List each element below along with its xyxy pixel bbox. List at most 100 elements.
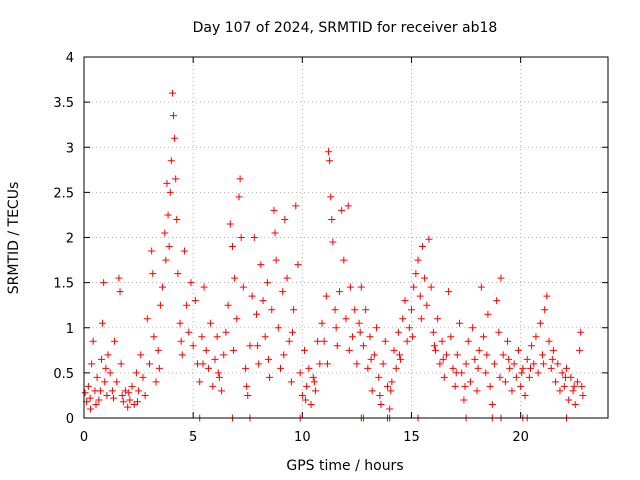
x-tick-label: 15 bbox=[403, 430, 420, 445]
y-tick-label: 3.5 bbox=[53, 96, 74, 111]
data-point bbox=[168, 89, 176, 97]
data-point bbox=[462, 360, 470, 368]
data-point bbox=[104, 351, 112, 359]
data-point bbox=[183, 301, 191, 309]
data-point bbox=[196, 378, 204, 386]
data-point bbox=[248, 292, 256, 300]
data-point bbox=[261, 333, 269, 341]
data-point bbox=[174, 270, 182, 278]
data-point bbox=[233, 315, 241, 323]
data-point bbox=[279, 288, 287, 296]
data-point bbox=[523, 355, 531, 363]
data-point bbox=[499, 351, 507, 359]
data-point bbox=[399, 315, 407, 323]
data-point bbox=[442, 351, 450, 359]
data-point bbox=[215, 373, 223, 381]
data-point bbox=[222, 328, 230, 336]
data-point bbox=[474, 364, 482, 372]
data-point bbox=[438, 337, 446, 345]
data-point bbox=[298, 391, 306, 399]
data-point bbox=[152, 378, 160, 386]
data-point bbox=[417, 315, 425, 323]
data-point bbox=[423, 301, 431, 309]
data-point bbox=[510, 360, 518, 368]
data-point bbox=[255, 360, 263, 368]
data-point bbox=[228, 243, 236, 251]
data-point bbox=[214, 369, 222, 377]
data-point bbox=[187, 279, 195, 287]
data-point bbox=[434, 315, 442, 323]
y-tick-label: 2 bbox=[66, 232, 74, 247]
data-point bbox=[540, 360, 548, 368]
data-point bbox=[86, 394, 94, 402]
data-point bbox=[493, 297, 501, 305]
data-point bbox=[163, 179, 171, 187]
data-point bbox=[560, 382, 568, 390]
data-point bbox=[109, 394, 117, 402]
data-point bbox=[536, 319, 544, 327]
data-point bbox=[239, 283, 247, 291]
data-point bbox=[541, 306, 549, 314]
data-point bbox=[397, 355, 405, 363]
data-point bbox=[167, 157, 175, 165]
data-point bbox=[178, 351, 186, 359]
data-point bbox=[101, 378, 109, 386]
data-point bbox=[504, 337, 512, 345]
data-point bbox=[370, 351, 378, 359]
data-point bbox=[429, 328, 437, 336]
data-point bbox=[427, 283, 435, 291]
y-tick-label: 0 bbox=[66, 412, 74, 427]
data-point bbox=[517, 382, 525, 390]
data-point bbox=[386, 405, 394, 413]
data-point bbox=[149, 270, 157, 278]
data-point bbox=[456, 319, 464, 327]
data-point bbox=[128, 382, 136, 390]
data-point bbox=[189, 342, 197, 350]
data-point bbox=[266, 373, 274, 381]
data-point bbox=[143, 315, 151, 323]
data-point bbox=[331, 306, 339, 314]
data-point bbox=[166, 188, 174, 196]
data-point bbox=[392, 364, 400, 372]
data-point bbox=[305, 364, 313, 372]
data-point bbox=[111, 337, 119, 345]
data-point bbox=[119, 398, 127, 406]
data-point bbox=[421, 274, 429, 282]
data-point bbox=[355, 319, 363, 327]
data-point bbox=[204, 364, 212, 372]
data-point bbox=[439, 355, 447, 363]
data-point bbox=[447, 333, 455, 341]
data-point bbox=[395, 351, 403, 359]
data-point bbox=[290, 306, 298, 314]
data-point bbox=[505, 355, 513, 363]
data-point bbox=[164, 211, 172, 219]
data-point bbox=[126, 396, 134, 404]
data-point bbox=[548, 355, 556, 363]
data-point bbox=[165, 243, 173, 251]
data-point bbox=[185, 328, 193, 336]
y-axis-label: SRMTID / TECUs bbox=[6, 182, 22, 295]
data-point bbox=[471, 355, 479, 363]
data-point bbox=[176, 319, 184, 327]
data-point bbox=[310, 378, 318, 386]
data-point bbox=[394, 328, 402, 336]
data-point bbox=[156, 301, 164, 309]
data-point bbox=[514, 346, 522, 354]
data-point bbox=[388, 378, 396, 386]
plot-frame bbox=[83, 56, 609, 419]
data-point bbox=[488, 400, 496, 408]
data-point bbox=[242, 364, 250, 372]
data-point bbox=[534, 369, 542, 377]
data-point bbox=[235, 193, 243, 201]
data-point bbox=[445, 288, 453, 296]
data-point bbox=[294, 261, 302, 269]
data-point bbox=[475, 346, 483, 354]
data-point bbox=[565, 396, 573, 404]
data-point bbox=[322, 292, 330, 300]
data-point bbox=[345, 346, 353, 354]
data-point bbox=[199, 360, 207, 368]
data-point bbox=[418, 243, 426, 251]
data-point bbox=[490, 360, 498, 368]
data-point bbox=[154, 346, 162, 354]
data-point bbox=[226, 220, 234, 228]
